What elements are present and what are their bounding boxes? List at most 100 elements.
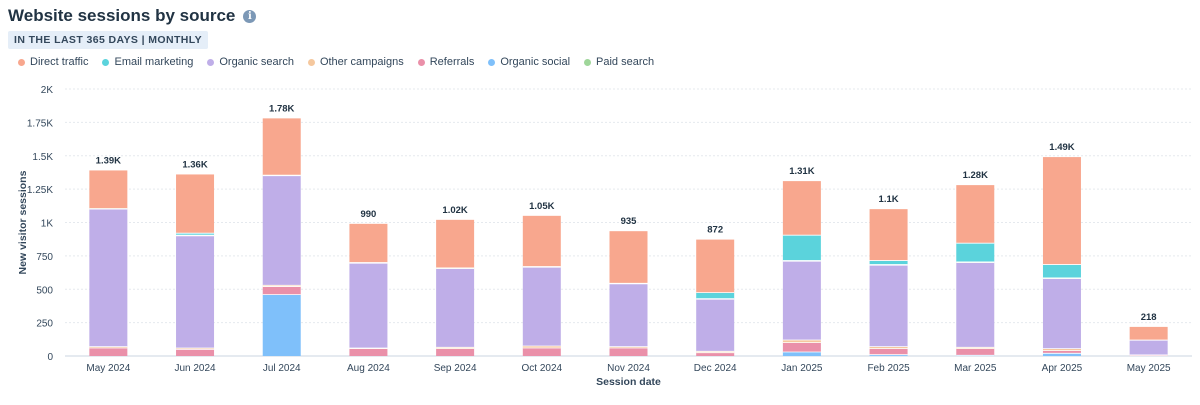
bar-segment [956, 262, 995, 348]
bar-segment [176, 347, 215, 350]
bar-segment [869, 354, 908, 356]
legend-swatch [417, 58, 425, 66]
y-tick-label: 1.75K [27, 118, 53, 129]
legend-label: Organic search [219, 56, 294, 68]
bar-segment [609, 346, 648, 348]
x-tick-label: Dec 2024 [694, 363, 737, 374]
bar-segment [782, 351, 821, 356]
bar-segment [262, 118, 301, 176]
bar-segment [956, 185, 995, 244]
legend-item[interactable]: Organic search [207, 56, 294, 68]
x-tick-label: Nov 2024 [607, 363, 650, 374]
legend-item[interactable]: Organic social [488, 56, 570, 68]
bar-total-label: 218 [1141, 312, 1157, 323]
legend-swatch [207, 58, 215, 66]
x-tick-label: Aug 2024 [347, 363, 390, 374]
y-tick-label: 750 [36, 252, 53, 263]
bar-total-label: 1.02K [442, 205, 467, 216]
x-tick-label: Jun 2024 [174, 363, 216, 374]
bar-segment [782, 235, 821, 261]
bar-total-label: 1.31K [789, 166, 814, 177]
bar-segment [522, 267, 561, 346]
x-tick-label: Feb 2025 [867, 363, 910, 374]
bar-segment [436, 348, 475, 356]
bar-segment [176, 235, 215, 348]
bar-total-label: 1.78K [269, 103, 294, 114]
y-axis-label: New visitor sessions [17, 170, 29, 274]
bar-segment [262, 286, 301, 295]
bar-total-label: 1.49K [1049, 142, 1074, 153]
legend-item[interactable]: Referrals [417, 56, 475, 68]
legend-label: Email marketing [114, 56, 194, 68]
bar-segment [522, 215, 561, 267]
date-range-badge[interactable]: IN THE LAST 365 DAYS | MONTHLY [8, 31, 209, 49]
y-tick-label: 0 [47, 352, 53, 363]
bar-segment [1042, 264, 1081, 278]
bar-total-label: 1.28K [963, 170, 988, 181]
bar-segment [956, 243, 995, 262]
legend-item[interactable]: Paid search [584, 56, 654, 68]
bar-segment [262, 294, 301, 356]
bar-segment [522, 347, 561, 356]
legend-item[interactable]: Direct traffic [18, 56, 88, 68]
bar-segment [522, 345, 561, 348]
x-axis-label: Session date [596, 376, 661, 388]
x-tick-label: Sep 2024 [434, 363, 477, 374]
legend-label: Paid search [596, 56, 655, 68]
bar-segment [609, 347, 648, 356]
bar-total-label: 872 [707, 225, 723, 236]
y-tick-label: 250 [36, 319, 53, 330]
bar-segment [1129, 326, 1168, 340]
bar-total-label: 1.36K [182, 159, 207, 170]
info-icon[interactable]: i [243, 9, 257, 23]
bar-segment [782, 261, 821, 340]
bar-segment [436, 347, 475, 349]
bar-segment [176, 174, 215, 234]
y-tick-label: 1K [41, 219, 54, 230]
bar-segment [956, 348, 995, 356]
legend-item[interactable]: Email marketing [102, 56, 193, 68]
bar-segment [609, 283, 648, 347]
legend-label: Referrals [429, 56, 475, 68]
x-tick-label: Jan 2025 [781, 363, 823, 374]
bar-segment [89, 209, 128, 347]
bar-segment [176, 233, 215, 236]
x-tick-label: May 2024 [86, 363, 130, 374]
bar-segment [696, 239, 735, 293]
bar-segment [1042, 348, 1081, 351]
x-tick-label: Apr 2025 [1042, 363, 1083, 374]
legend-label: Direct traffic [30, 56, 89, 68]
bar-total-label: 990 [360, 209, 376, 220]
bar-total-label: 935 [621, 216, 638, 227]
bar-segment [869, 265, 908, 347]
legend-swatch [584, 58, 592, 66]
bar-segment [609, 231, 648, 284]
bar-segment [349, 348, 388, 356]
bar-segment [262, 175, 301, 286]
bar-segment [89, 170, 128, 209]
bar-segment [782, 342, 821, 352]
title-row: Website sessions by source i [8, 6, 257, 26]
bar-segment [176, 349, 215, 356]
bar-segment [1042, 157, 1081, 265]
bar-segment [1129, 340, 1168, 355]
y-tick-label: 500 [36, 285, 53, 296]
x-tick-label: Oct 2024 [522, 363, 563, 374]
bar-segment [1042, 353, 1081, 356]
bar-segment [696, 292, 735, 299]
bar-segment [436, 268, 475, 348]
legend-label: Organic social [500, 56, 571, 68]
y-tick-label: 2K [41, 85, 54, 96]
bar-segment [89, 346, 128, 348]
bar-segment [782, 181, 821, 236]
chart-legend: Direct traffic Email marketing Organic sea… [18, 56, 654, 68]
legend-swatch [102, 58, 110, 66]
legend-swatch [307, 58, 315, 66]
bar-total-label: 1.39K [96, 155, 121, 166]
chart-header: Website sessions by source i IN THE LAST… [8, 6, 257, 49]
legend-item[interactable]: Other campaigns [307, 56, 404, 68]
x-tick-label: Jul 2024 [263, 363, 301, 374]
bar-total-label: 1.05K [529, 201, 554, 212]
y-tick-label: 1.25K [27, 185, 53, 196]
